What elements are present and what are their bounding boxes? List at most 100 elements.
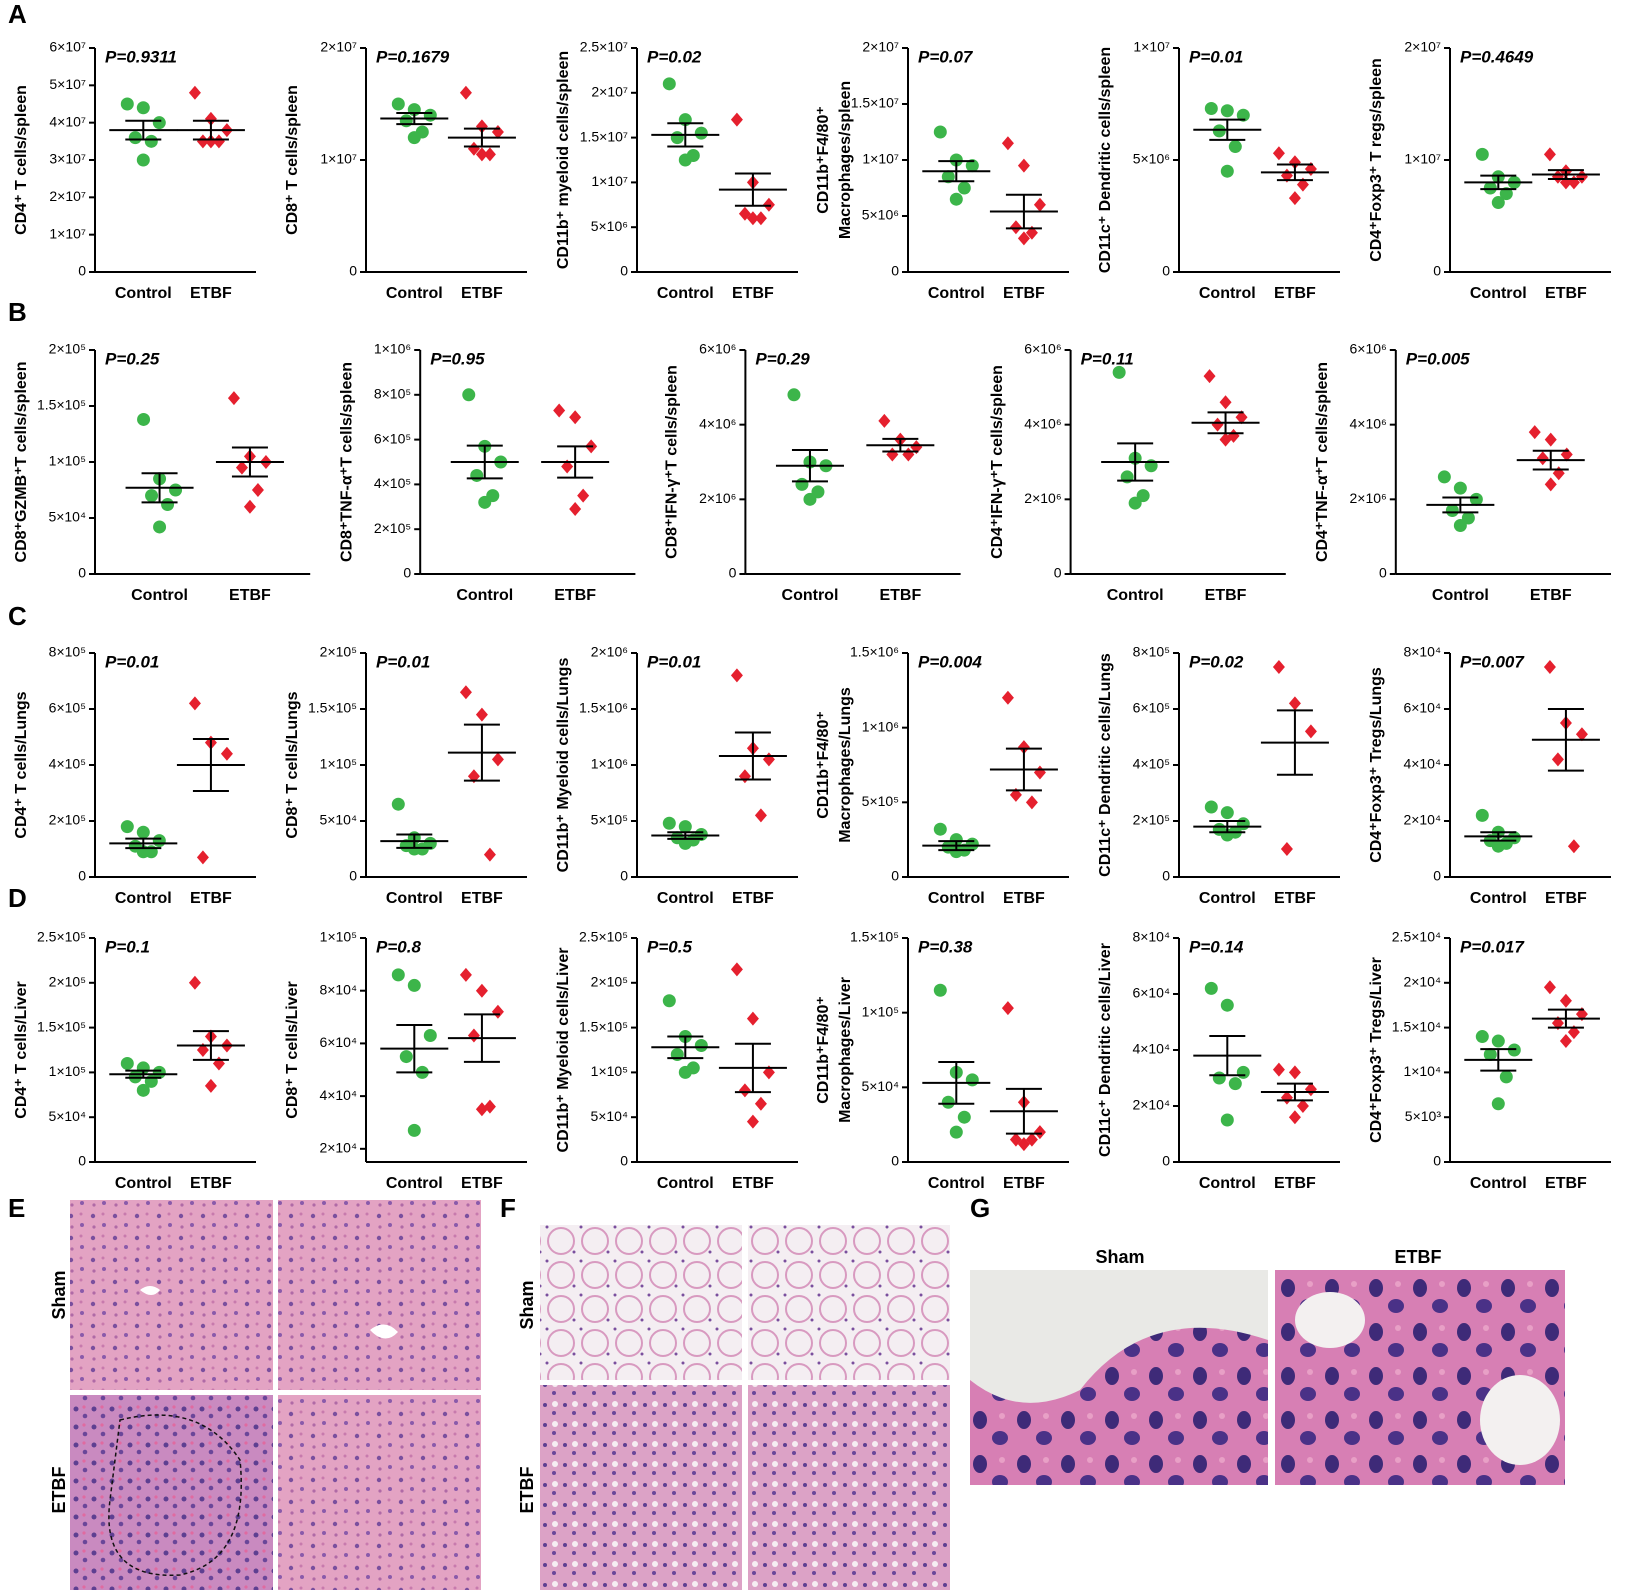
point bbox=[949, 192, 963, 206]
point bbox=[188, 696, 201, 711]
y-tick-label: 1×10⁵ bbox=[591, 1063, 628, 1079]
micrograph bbox=[278, 1395, 481, 1590]
point bbox=[462, 388, 476, 402]
error-bar bbox=[1005, 193, 1042, 230]
y-tick-label: 5×10⁴ bbox=[319, 812, 357, 828]
point bbox=[128, 131, 142, 145]
y-axis-label: CD4⁺ T cells/Lungs bbox=[13, 691, 30, 838]
y-tick-label: 1×10⁴ bbox=[1403, 1063, 1441, 1079]
x-tick-label: Control bbox=[115, 890, 172, 907]
point bbox=[1453, 481, 1467, 495]
point bbox=[1001, 136, 1014, 151]
point bbox=[965, 1073, 979, 1087]
point bbox=[1544, 477, 1557, 492]
y-tick-label: 0 bbox=[620, 263, 628, 279]
error-bar bbox=[734, 1042, 771, 1094]
y-tick-label: 3×10⁷ bbox=[49, 151, 86, 167]
point bbox=[137, 412, 151, 426]
y-tick-label: 2×10⁷ bbox=[49, 188, 86, 204]
charts: 0 1×10⁷ 2×10⁷ 3×10⁷ 4×10⁷ 5×10⁷ 6×10⁷ CD4⁺ T ce… bbox=[13, 39, 1611, 1192]
point bbox=[1491, 196, 1505, 210]
point bbox=[694, 1039, 708, 1053]
point bbox=[1552, 466, 1565, 481]
point bbox=[1475, 147, 1489, 161]
y-tick-label: 1×10⁵ bbox=[49, 1063, 86, 1079]
point bbox=[933, 983, 947, 997]
y-axis-label: CD4⁺Foxp3⁺ Tregs/Lungs bbox=[1368, 667, 1385, 863]
y-axis-label: Macrophages/Lungs bbox=[837, 687, 854, 843]
y-tick-label: 0 bbox=[78, 1153, 86, 1169]
y-tick-label: 0 bbox=[1054, 565, 1062, 581]
error-bar bbox=[1532, 449, 1569, 471]
point bbox=[553, 403, 566, 418]
y-tick-label: 0 bbox=[1379, 565, 1387, 581]
point bbox=[204, 111, 217, 126]
vessel bbox=[140, 1286, 160, 1295]
point bbox=[1212, 124, 1226, 138]
y-tick-label: 6×10⁴ bbox=[1132, 985, 1170, 1001]
point bbox=[475, 707, 488, 722]
y-tick-label: 6×10⁶ bbox=[1024, 341, 1061, 357]
y-axis-label: CD8⁺ T cells/spleen bbox=[284, 85, 301, 235]
point bbox=[1445, 504, 1459, 518]
point bbox=[470, 468, 484, 482]
point bbox=[1017, 158, 1030, 173]
point bbox=[730, 962, 743, 977]
error-bar bbox=[192, 1030, 229, 1061]
y-tick-label: 5×10⁴ bbox=[48, 1108, 86, 1124]
y-tick-label: 2×10⁵ bbox=[49, 974, 86, 990]
p-value: P=0.01 bbox=[376, 652, 430, 671]
error-bar bbox=[1005, 747, 1042, 792]
point bbox=[227, 391, 240, 406]
y-tick-label: 5×10⁶ bbox=[1133, 151, 1170, 167]
error-bar bbox=[192, 737, 229, 793]
x-tick-label: Control bbox=[1199, 285, 1256, 302]
p-value: P=0.14 bbox=[1189, 937, 1244, 956]
point bbox=[1499, 187, 1513, 201]
x-tick-label: ETBF bbox=[1205, 587, 1247, 604]
p-value: P=0.1 bbox=[105, 937, 150, 956]
x-tick-label: Control bbox=[928, 285, 985, 302]
point bbox=[1543, 660, 1556, 674]
point bbox=[1220, 998, 1234, 1012]
point bbox=[399, 1050, 413, 1064]
y-tick-label: 0 bbox=[620, 868, 628, 884]
point bbox=[965, 159, 979, 173]
y-axis-label: CD4⁺ T cells/Liver bbox=[13, 981, 30, 1118]
x-tick-label: Control bbox=[1470, 285, 1527, 302]
y-tick-label: 0 bbox=[1162, 868, 1170, 884]
point bbox=[754, 211, 767, 226]
row-label: Sham bbox=[49, 1270, 69, 1319]
point bbox=[1575, 169, 1588, 184]
point bbox=[1220, 806, 1234, 820]
y-tick-label: 0 bbox=[891, 1153, 899, 1169]
y-tick-label: 2×10⁵ bbox=[1133, 812, 1170, 828]
y-tick-label: 0 bbox=[891, 868, 899, 884]
y-tick-label: 0 bbox=[1162, 263, 1170, 279]
y-tick-label: 0 bbox=[78, 263, 86, 279]
point bbox=[1236, 1065, 1250, 1079]
y-tick-label: 1×10⁷ bbox=[1133, 39, 1170, 55]
y-axis-label: CD8⁺IFN-γ⁺T cells/spleen bbox=[664, 365, 681, 559]
x-tick-label: ETBF bbox=[1274, 890, 1316, 907]
y-tick-label: 4×10⁷ bbox=[49, 113, 86, 129]
y-tick-label: 4×10⁴ bbox=[1132, 1041, 1170, 1057]
row-label: ETBF bbox=[517, 1467, 537, 1514]
y-tick-label: 5×10⁴ bbox=[48, 509, 86, 525]
point bbox=[886, 447, 899, 462]
x-tick-label: Control bbox=[115, 1175, 172, 1192]
point bbox=[467, 141, 480, 156]
point bbox=[762, 752, 775, 767]
x-tick-label: Control bbox=[1470, 890, 1527, 907]
point bbox=[475, 983, 488, 998]
x-tick-label: ETBF bbox=[1003, 285, 1045, 302]
error-bar bbox=[1209, 1035, 1246, 1077]
airspace bbox=[1480, 1375, 1560, 1465]
point bbox=[1204, 981, 1218, 995]
y-tick-label: 8×10⁵ bbox=[1133, 644, 1170, 660]
error-bar bbox=[1276, 163, 1313, 182]
error-bar bbox=[466, 444, 503, 480]
point bbox=[949, 845, 963, 859]
y-tick-label: 5×10⁶ bbox=[862, 207, 899, 223]
